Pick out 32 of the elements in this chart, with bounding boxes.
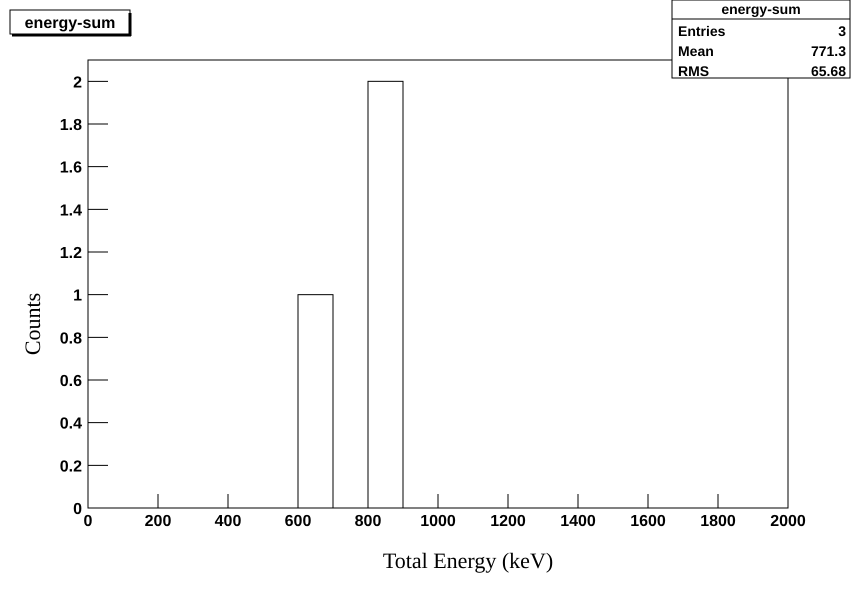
y-tick-label: 1.6 [60,160,82,177]
x-tick-label: 800 [354,513,382,530]
y-tick-label: 0 [73,501,82,518]
text: 65.68 [810,63,846,79]
y-tick-label: 1.2 [60,245,82,262]
x-tick-label: 1000 [420,513,456,530]
y-tick-label: 0.8 [60,330,82,348]
x-tick-label: 200 [144,513,172,530]
x-tick-label: 1600 [630,513,666,530]
x-tick-label: 0 [84,513,93,530]
x-tick-label: 1800 [700,513,736,530]
x-tick-label: 2000 [770,513,806,530]
x-tick-label: 1200 [490,513,526,530]
y-tick-label: 0.4 [60,416,82,433]
text: Entries [678,23,726,39]
x-axis-title: Total Energy (keV) [382,548,554,573]
y-axis-title: Counts [20,292,45,356]
x-tick-label: 600 [284,513,312,530]
x-tick-label: 1400 [560,513,596,530]
text: Mean [678,43,714,59]
y-tick-label: 2 [73,74,82,92]
chart-title: energy-sum [24,15,116,32]
y-tick-label: 1 [73,288,82,305]
y-tick-label: 1.8 [60,117,82,134]
x-tick-label: 400 [214,513,242,530]
y-tick-label: 1.4 [60,202,82,220]
y-tick-label: 0.6 [60,373,82,390]
y-tick-label: 0.2 [60,458,82,476]
annotation: RMS [678,63,710,79]
text: 3 [838,23,846,39]
text: energy-sum [721,1,801,17]
text: 771.3 [810,43,846,59]
